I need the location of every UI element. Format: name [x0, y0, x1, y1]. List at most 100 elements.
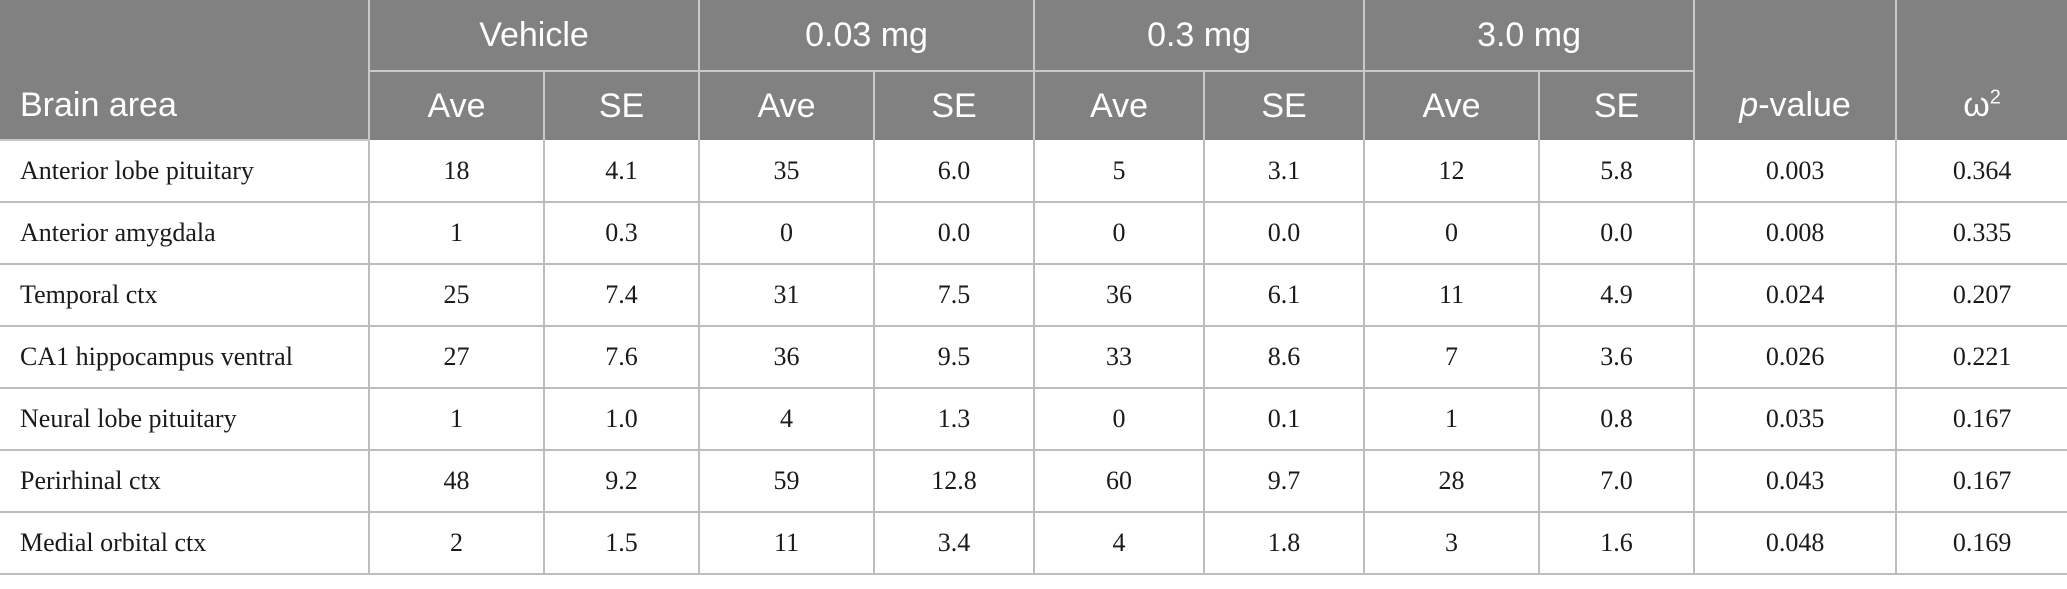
- cell-0-3-ave: 4: [1034, 512, 1206, 575]
- cell-0-3-se: 0.0: [1204, 202, 1366, 265]
- header-group-3-0-mg: 3.0 mg: [1364, 0, 1696, 72]
- cell-3-0-ave: 1: [1364, 388, 1541, 451]
- header-group-vehicle: Vehicle: [369, 0, 701, 72]
- cell-0-3-ave: 0: [1034, 202, 1206, 265]
- cell-omega-squared: 0.364: [1896, 140, 2067, 203]
- cell-p-value: 0.035: [1694, 388, 1898, 451]
- p-value-suffix: -value: [1758, 86, 1851, 124]
- table-body: Anterior lobe pituitary 18 4.1 35 6.0 5 3.1 12 5…: [0, 140, 2067, 575]
- cell-0-3-ave: 0: [1034, 388, 1206, 451]
- cell-0-3-ave: 5: [1034, 140, 1206, 203]
- cell-0-03-se: 6.0: [874, 140, 1036, 203]
- cell-vehicle-se: 7.4: [544, 264, 701, 327]
- omega-symbol: ω: [1963, 86, 1990, 124]
- cell-3-0-se: 5.8: [1539, 140, 1696, 203]
- cell-0-03-se: 3.4: [874, 512, 1036, 575]
- cell-0-3-se: 0.1: [1204, 388, 1366, 451]
- cell-0-03-ave: 31: [699, 264, 876, 327]
- cell-vehicle-se: 1.0: [544, 388, 701, 451]
- cell-omega-squared: 0.167: [1896, 450, 2067, 513]
- cell-vehicle-ave: 2: [369, 512, 545, 575]
- cell-3-0-se: 0.0: [1539, 202, 1696, 265]
- cell-0-03-ave: 4: [699, 388, 876, 451]
- cell-3-0-ave: 7: [1364, 326, 1541, 389]
- table-header: Brain area Vehicle 0.03 mg 0.3 mg 3.0 mg…: [0, 0, 2067, 141]
- header-sub-row: Ave SE Ave SE Ave SE Ave SE p-value ω2: [0, 71, 2067, 140]
- cell-p-value: 0.008: [1694, 202, 1898, 265]
- cell-3-0-ave: 28: [1364, 450, 1541, 513]
- cell-0-03-ave: 11: [699, 512, 876, 575]
- cell-0-03-se: 0.0: [874, 202, 1036, 265]
- header-group-0-3-mg: 0.3 mg: [1034, 0, 1366, 72]
- header-3-0-se: SE: [1539, 71, 1696, 140]
- header-group-row: Brain area Vehicle 0.03 mg 0.3 mg 3.0 mg: [0, 0, 2067, 141]
- cell-3-0-ave: 3: [1364, 512, 1541, 575]
- cell-0-03-ave: 0: [699, 202, 876, 265]
- table-row: Anterior amygdala 1 0.3 0 0.0 0 0.0 0 0.0 0.008 0.…: [0, 202, 2067, 265]
- header-group-0-03-mg: 0.03 mg: [699, 0, 1036, 72]
- header-0-3-se: SE: [1204, 71, 1366, 140]
- header-vehicle-se: SE: [544, 71, 701, 140]
- cell-vehicle-se: 4.1: [544, 140, 701, 203]
- table-row: CA1 hippocampus ventral 27 7.6 36 9.5 33 8.6 7 3…: [0, 326, 2067, 389]
- table-row: Perirhinal ctx 48 9.2 59 12.8 60 9.7 28 7.0 0.043…: [0, 450, 2067, 513]
- cell-3-0-se: 0.8: [1539, 388, 1696, 451]
- cell-vehicle-ave: 48: [369, 450, 545, 513]
- cell-brain-area: Temporal ctx: [0, 264, 370, 327]
- cell-vehicle-ave: 1: [369, 388, 545, 451]
- brain-area-results-table: Brain area Vehicle 0.03 mg 0.3 mg 3.0 mg…: [0, 0, 2067, 575]
- cell-brain-area: CA1 hippocampus ventral: [0, 326, 370, 389]
- cell-3-0-se: 7.0: [1539, 450, 1696, 513]
- cell-omega-squared: 0.167: [1896, 388, 2067, 451]
- header-0-03-ave: Ave: [699, 71, 876, 140]
- header-0-3-ave: Ave: [1034, 71, 1206, 140]
- cell-0-03-ave: 35: [699, 140, 876, 203]
- cell-3-0-ave: 11: [1364, 264, 1541, 327]
- cell-0-3-se: 9.7: [1204, 450, 1366, 513]
- cell-brain-area: Perirhinal ctx: [0, 450, 370, 513]
- header-blank-omega: [1896, 0, 2067, 71]
- table-row: Anterior lobe pituitary 18 4.1 35 6.0 5 3.1 12 5…: [0, 140, 2067, 203]
- cell-vehicle-ave: 18: [369, 140, 545, 203]
- cell-0-3-se: 6.1: [1204, 264, 1366, 327]
- cell-0-03-ave: 59: [699, 450, 876, 513]
- table-row: Neural lobe pituitary 1 1.0 4 1.3 0 0.1 1 0.8 0.0…: [0, 388, 2067, 451]
- cell-3-0-se: 4.9: [1539, 264, 1696, 327]
- cell-0-3-ave: 36: [1034, 264, 1206, 327]
- table-row: Medial orbital ctx 2 1.5 11 3.4 4 1.8 3 1.6 0.048…: [0, 512, 2067, 575]
- cell-brain-area: Anterior lobe pituitary: [0, 140, 370, 203]
- header-3-0-ave: Ave: [1364, 71, 1541, 140]
- cell-p-value: 0.003: [1694, 140, 1898, 203]
- cell-0-3-se: 3.1: [1204, 140, 1366, 203]
- cell-p-value: 0.024: [1694, 264, 1898, 327]
- p-value-italic-p: p: [1739, 86, 1759, 124]
- cell-p-value: 0.043: [1694, 450, 1898, 513]
- cell-0-03-ave: 36: [699, 326, 876, 389]
- cell-3-0-se: 1.6: [1539, 512, 1696, 575]
- cell-vehicle-ave: 1: [369, 202, 545, 265]
- cell-omega-squared: 0.207: [1896, 264, 2067, 327]
- header-0-03-se: SE: [874, 71, 1036, 140]
- cell-3-0-ave: 0: [1364, 202, 1541, 265]
- cell-brain-area: Anterior amygdala: [0, 202, 370, 265]
- cell-vehicle-se: 9.2: [544, 450, 701, 513]
- header-vehicle-ave: Ave: [369, 71, 545, 140]
- header-brain-area: Brain area: [0, 0, 370, 141]
- omega-superscript: 2: [1989, 86, 2001, 109]
- table-row: Temporal ctx 25 7.4 31 7.5 36 6.1 11 4.9 0.024 0.2…: [0, 264, 2067, 327]
- cell-omega-squared: 0.335: [1896, 202, 2067, 265]
- cell-omega-squared: 0.221: [1896, 326, 2067, 389]
- cell-0-03-se: 9.5: [874, 326, 1036, 389]
- cell-vehicle-se: 0.3: [544, 202, 701, 265]
- cell-p-value: 0.048: [1694, 512, 1898, 575]
- cell-0-3-se: 8.6: [1204, 326, 1366, 389]
- header-omega-squared: ω2: [1896, 71, 2067, 140]
- header-p-value: p-value: [1694, 71, 1898, 140]
- cell-0-3-se: 1.8: [1204, 512, 1366, 575]
- cell-vehicle-ave: 25: [369, 264, 545, 327]
- cell-vehicle-ave: 27: [369, 326, 545, 389]
- cell-0-03-se: 7.5: [874, 264, 1036, 327]
- cell-vehicle-se: 7.6: [544, 326, 701, 389]
- cell-omega-squared: 0.169: [1896, 512, 2067, 575]
